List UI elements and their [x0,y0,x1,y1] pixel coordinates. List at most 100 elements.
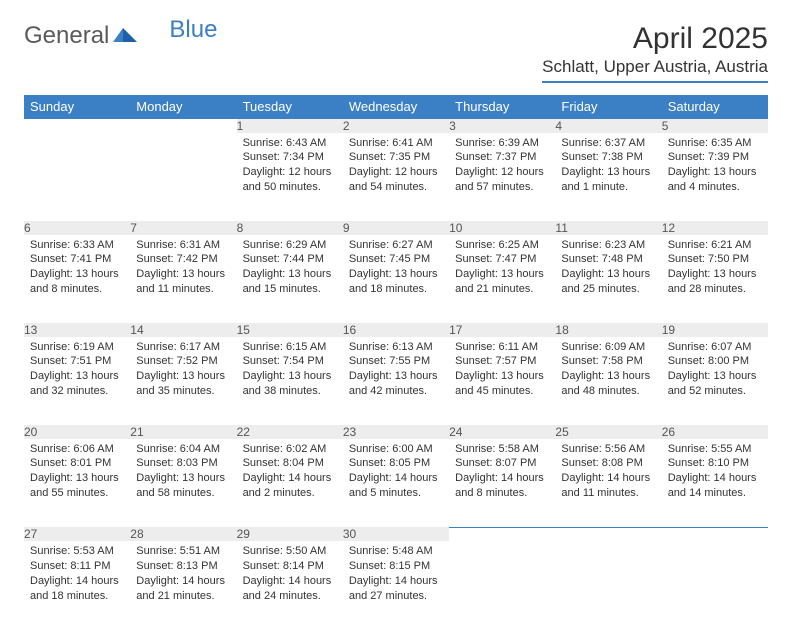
day-details: Sunrise: 6:27 AMSunset: 7:45 PMDaylight:… [343,235,449,303]
day-details: Sunrise: 5:50 AMSunset: 8:14 PMDaylight:… [237,541,343,609]
day-number: 29 [237,527,343,541]
day-number-empty [662,527,768,541]
day-number: 7 [130,221,236,235]
day-cell: Sunrise: 6:11 AMSunset: 7:57 PMDaylight:… [449,337,555,425]
day-number: 21 [130,425,236,439]
day-details: Sunrise: 6:33 AMSunset: 7:41 PMDaylight:… [24,235,130,303]
day-details: Sunrise: 5:58 AMSunset: 8:07 PMDaylight:… [449,439,555,507]
weekday-header: Saturday [662,95,768,119]
day-cell: Sunrise: 6:39 AMSunset: 7:37 PMDaylight:… [449,133,555,221]
day-cell: Sunrise: 6:09 AMSunset: 7:58 PMDaylight:… [555,337,661,425]
day-cell: Sunrise: 6:02 AMSunset: 8:04 PMDaylight:… [237,439,343,528]
day-number: 16 [343,323,449,337]
day-cell-empty [555,541,661,629]
day-cell: Sunrise: 6:06 AMSunset: 8:01 PMDaylight:… [24,439,130,528]
logo-text-b: Blue [169,16,217,44]
day-cell: Sunrise: 6:04 AMSunset: 8:03 PMDaylight:… [130,439,236,528]
day-details: Sunrise: 6:09 AMSunset: 7:58 PMDaylight:… [555,337,661,405]
day-number: 27 [24,527,130,541]
day-number: 5 [662,119,768,133]
day-details: Sunrise: 6:43 AMSunset: 7:34 PMDaylight:… [237,133,343,201]
day-cell: Sunrise: 6:15 AMSunset: 7:54 PMDaylight:… [237,337,343,425]
day-details: Sunrise: 5:53 AMSunset: 8:11 PMDaylight:… [24,541,130,609]
day-number: 30 [343,527,449,541]
day-cell: Sunrise: 6:35 AMSunset: 7:39 PMDaylight:… [662,133,768,221]
location: Schlatt, Upper Austria, Austria [542,57,768,77]
day-number: 10 [449,221,555,235]
weekday-header: Wednesday [343,95,449,119]
daynum-row: 27282930 [24,527,768,541]
day-number: 3 [449,119,555,133]
day-cell: Sunrise: 6:29 AMSunset: 7:44 PMDaylight:… [237,235,343,323]
day-cell: Sunrise: 5:53 AMSunset: 8:11 PMDaylight:… [24,541,130,629]
logo-text-a: General [24,22,109,50]
day-number: 9 [343,221,449,235]
day-number-empty [24,119,130,133]
day-number: 20 [24,425,130,439]
day-number: 8 [237,221,343,235]
header: General Blue April 2025 Schlatt, Upper A… [24,22,768,83]
day-details: Sunrise: 6:29 AMSunset: 7:44 PMDaylight:… [237,235,343,303]
day-cell-empty [449,541,555,629]
day-number: 14 [130,323,236,337]
day-details: Sunrise: 6:19 AMSunset: 7:51 PMDaylight:… [24,337,130,405]
week-row: Sunrise: 5:53 AMSunset: 8:11 PMDaylight:… [24,541,768,629]
daynum-row: 13141516171819 [24,323,768,337]
day-details: Sunrise: 6:02 AMSunset: 8:04 PMDaylight:… [237,439,343,507]
weekday-header: Sunday [24,95,130,119]
day-details: Sunrise: 6:15 AMSunset: 7:54 PMDaylight:… [237,337,343,405]
weekday-header: Thursday [449,95,555,119]
day-cell: Sunrise: 6:25 AMSunset: 7:47 PMDaylight:… [449,235,555,323]
week-row: Sunrise: 6:33 AMSunset: 7:41 PMDaylight:… [24,235,768,323]
day-number: 11 [555,221,661,235]
day-details: Sunrise: 6:31 AMSunset: 7:42 PMDaylight:… [130,235,236,303]
day-cell: Sunrise: 6:41 AMSunset: 7:35 PMDaylight:… [343,133,449,221]
day-number: 17 [449,323,555,337]
day-details: Sunrise: 5:56 AMSunset: 8:08 PMDaylight:… [555,439,661,507]
day-number: 24 [449,425,555,439]
day-cell-empty [130,133,236,221]
day-details: Sunrise: 5:48 AMSunset: 8:15 PMDaylight:… [343,541,449,609]
daynum-row: 6789101112 [24,221,768,235]
day-cell: Sunrise: 5:51 AMSunset: 8:13 PMDaylight:… [130,541,236,629]
logo-icon [113,22,139,50]
day-number: 25 [555,425,661,439]
day-number: 28 [130,527,236,541]
day-details: Sunrise: 6:23 AMSunset: 7:48 PMDaylight:… [555,235,661,303]
weekday-header: Friday [555,95,661,119]
day-cell: Sunrise: 6:17 AMSunset: 7:52 PMDaylight:… [130,337,236,425]
day-cell: Sunrise: 6:19 AMSunset: 7:51 PMDaylight:… [24,337,130,425]
day-details: Sunrise: 6:00 AMSunset: 8:05 PMDaylight:… [343,439,449,507]
day-number: 26 [662,425,768,439]
day-details: Sunrise: 6:06 AMSunset: 8:01 PMDaylight:… [24,439,130,507]
day-cell: Sunrise: 5:58 AMSunset: 8:07 PMDaylight:… [449,439,555,528]
weekday-header-row: SundayMondayTuesdayWednesdayThursdayFrid… [24,95,768,119]
day-details: Sunrise: 6:37 AMSunset: 7:38 PMDaylight:… [555,133,661,201]
day-number: 6 [24,221,130,235]
day-details: Sunrise: 6:39 AMSunset: 7:37 PMDaylight:… [449,133,555,201]
title-rule [542,81,768,83]
day-details: Sunrise: 6:07 AMSunset: 8:00 PMDaylight:… [662,337,768,405]
weekday-header: Tuesday [237,95,343,119]
day-cell: Sunrise: 6:21 AMSunset: 7:50 PMDaylight:… [662,235,768,323]
day-number-empty [130,119,236,133]
week-row: Sunrise: 6:19 AMSunset: 7:51 PMDaylight:… [24,337,768,425]
day-number: 18 [555,323,661,337]
day-cell: Sunrise: 5:55 AMSunset: 8:10 PMDaylight:… [662,439,768,528]
day-details: Sunrise: 5:51 AMSunset: 8:13 PMDaylight:… [130,541,236,609]
logo: General Blue [24,22,217,50]
day-cell-empty [24,133,130,221]
day-cell: Sunrise: 5:48 AMSunset: 8:15 PMDaylight:… [343,541,449,629]
day-cell: Sunrise: 6:33 AMSunset: 7:41 PMDaylight:… [24,235,130,323]
page-title: April 2025 [542,22,768,55]
day-details: Sunrise: 6:11 AMSunset: 7:57 PMDaylight:… [449,337,555,405]
day-number: 13 [24,323,130,337]
day-number-empty [449,527,555,541]
day-cell: Sunrise: 6:37 AMSunset: 7:38 PMDaylight:… [555,133,661,221]
day-details: Sunrise: 6:13 AMSunset: 7:55 PMDaylight:… [343,337,449,405]
day-number: 15 [237,323,343,337]
day-details: Sunrise: 6:35 AMSunset: 7:39 PMDaylight:… [662,133,768,201]
day-number: 19 [662,323,768,337]
day-details: Sunrise: 6:25 AMSunset: 7:47 PMDaylight:… [449,235,555,303]
day-number: 23 [343,425,449,439]
